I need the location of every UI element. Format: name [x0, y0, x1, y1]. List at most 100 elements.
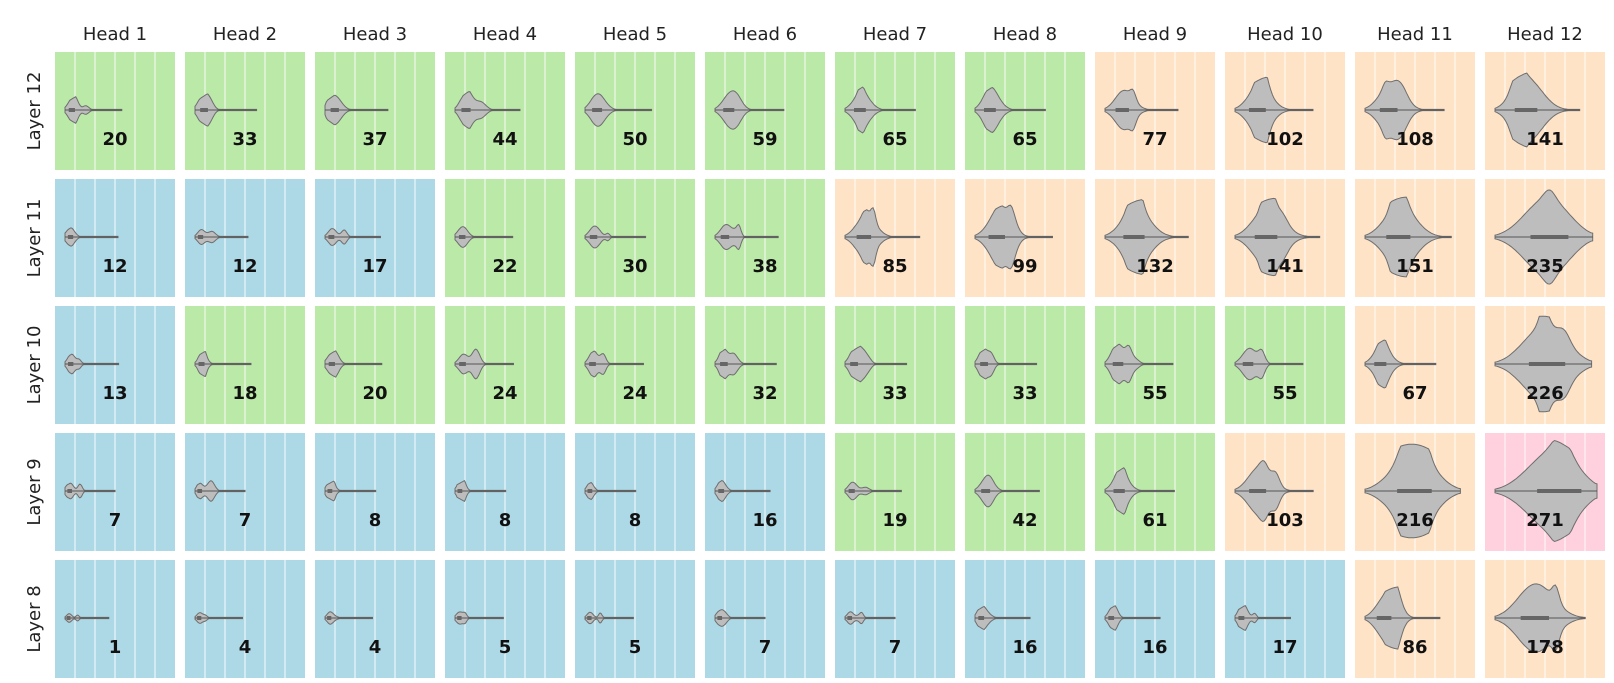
cell-value-label: 61 [1142, 510, 1167, 531]
cell-r5-c4: 5 [445, 560, 565, 678]
cell-value-label: 7 [109, 510, 122, 531]
column-label-head-8: Head 8 [993, 24, 1057, 45]
column-label-head-10: Head 10 [1247, 24, 1323, 45]
cell-r4-c8: 42 [965, 433, 1085, 551]
cell-r5-c12: 178 [1485, 560, 1605, 678]
cell-value-label: 86 [1402, 637, 1427, 658]
cell-value-label: 7 [889, 637, 902, 658]
cell-r5-c8: 16 [965, 560, 1085, 678]
cell-r1-c2: 33 [185, 52, 305, 170]
cell-r4-c6: 16 [705, 433, 825, 551]
cell-value-label: 141 [1526, 129, 1564, 150]
cell-value-label: 141 [1266, 256, 1304, 277]
cell-r4-c1: 7 [55, 433, 175, 551]
cell-value-label: 32 [752, 383, 777, 404]
cell-r2-c6: 38 [705, 179, 825, 297]
column-label-head-6: Head 6 [733, 24, 797, 45]
cell-value-label: 17 [362, 256, 387, 277]
cell-r4-c11: 216 [1355, 433, 1475, 551]
cell-value-label: 1 [109, 637, 122, 658]
cell-r5-c3: 4 [315, 560, 435, 678]
row-label-4: Layer 9 [24, 458, 45, 525]
cell-value-label: 55 [1272, 383, 1297, 404]
column-label-head-11: Head 11 [1377, 24, 1453, 45]
cell-r5-c11: 86 [1355, 560, 1475, 678]
cell-r1-c5: 50 [575, 52, 695, 170]
column-label-head-4: Head 4 [473, 24, 537, 45]
cell-value-label: 99 [1012, 256, 1037, 277]
cell-r3-c8: 33 [965, 306, 1085, 424]
cell-r1-c8: 65 [965, 52, 1085, 170]
cell-r1-c1: 20 [55, 52, 175, 170]
cell-value-label: 24 [492, 383, 517, 404]
cell-r4-c12: 271 [1485, 433, 1605, 551]
cell-value-label: 108 [1396, 129, 1434, 150]
cell-value-label: 178 [1526, 637, 1564, 658]
cell-r2-c2: 12 [185, 179, 305, 297]
cell-r4-c2: 7 [185, 433, 305, 551]
cell-r3-c10: 55 [1225, 306, 1345, 424]
cell-r2-c11: 151 [1355, 179, 1475, 297]
cell-r5-c10: 17 [1225, 560, 1345, 678]
row-labels: Layer 12 Layer 11 Layer 10 Layer 9 Layer 8 [24, 72, 45, 653]
cell-r2-c1: 12 [55, 179, 175, 297]
cell-r5-c2: 4 [185, 560, 305, 678]
cell-value-label: 12 [102, 256, 127, 277]
cell-value-label: 20 [102, 129, 127, 150]
cell-r4-c10: 103 [1225, 433, 1345, 551]
cell-value-label: 5 [499, 637, 512, 658]
cell-value-label: 7 [759, 637, 772, 658]
cell-value-label: 5 [629, 637, 642, 658]
cell-value-label: 216 [1396, 510, 1434, 531]
cell-r1-c9: 77 [1095, 52, 1215, 170]
column-label-head-5: Head 5 [603, 24, 667, 45]
cell-r5-c6: 7 [705, 560, 825, 678]
cell-value-label: 38 [752, 256, 777, 277]
cell-r2-c10: 141 [1225, 179, 1345, 297]
cell-r2-c9: 132 [1095, 179, 1215, 297]
cell-r1-c7: 65 [835, 52, 955, 170]
cell-value-label: 7 [239, 510, 252, 531]
cell-r1-c4: 44 [445, 52, 565, 170]
cell-value-label: 151 [1396, 256, 1434, 277]
cell-r5-c1: 1 [55, 560, 175, 678]
cell-value-label: 42 [1012, 510, 1037, 531]
cell-value-label: 33 [1012, 383, 1037, 404]
row-label-1: Layer 12 [24, 72, 45, 151]
column-label-head-7: Head 7 [863, 24, 927, 45]
cell-value-label: 16 [1012, 637, 1037, 658]
cell-value-label: 235 [1526, 256, 1564, 277]
cell-value-label: 37 [362, 129, 387, 150]
cell-value-label: 8 [369, 510, 382, 531]
cell-r4-c7: 19 [835, 433, 955, 551]
column-labels: Head 1 Head 2 Head 3 Head 4 Head 5 Head 6 Head… [83, 24, 1583, 45]
cell-r1-c12: 141 [1485, 52, 1605, 170]
cell-value-label: 55 [1142, 383, 1167, 404]
cell-value-label: 65 [882, 129, 907, 150]
cell-value-label: 20 [362, 383, 387, 404]
cell-value-label: 16 [752, 510, 777, 531]
cell-value-label: 4 [369, 637, 382, 658]
cell-value-label: 8 [629, 510, 642, 531]
column-label-head-1: Head 1 [83, 24, 147, 45]
cell-r3-c4: 24 [445, 306, 565, 424]
cell-r3-c7: 33 [835, 306, 955, 424]
cell-r5-c9: 16 [1095, 560, 1215, 678]
row-label-2: Layer 11 [24, 199, 45, 278]
column-label-head-9: Head 9 [1123, 24, 1187, 45]
cell-value-label: 33 [882, 383, 907, 404]
cell-r4-c9: 61 [1095, 433, 1215, 551]
cell-value-label: 77 [1142, 129, 1167, 150]
cell-value-label: 22 [492, 256, 517, 277]
cell-value-label: 65 [1012, 129, 1037, 150]
column-label-head-2: Head 2 [213, 24, 277, 45]
cell-r3-c6: 32 [705, 306, 825, 424]
cell-r3-c5: 24 [575, 306, 695, 424]
cell-r2-c5: 30 [575, 179, 695, 297]
row-label-3: Layer 10 [24, 326, 45, 405]
column-label-head-12: Head 12 [1507, 24, 1583, 45]
cell-value-label: 85 [882, 256, 907, 277]
cell-r1-c10: 102 [1225, 52, 1345, 170]
cell-value-label: 30 [622, 256, 647, 277]
